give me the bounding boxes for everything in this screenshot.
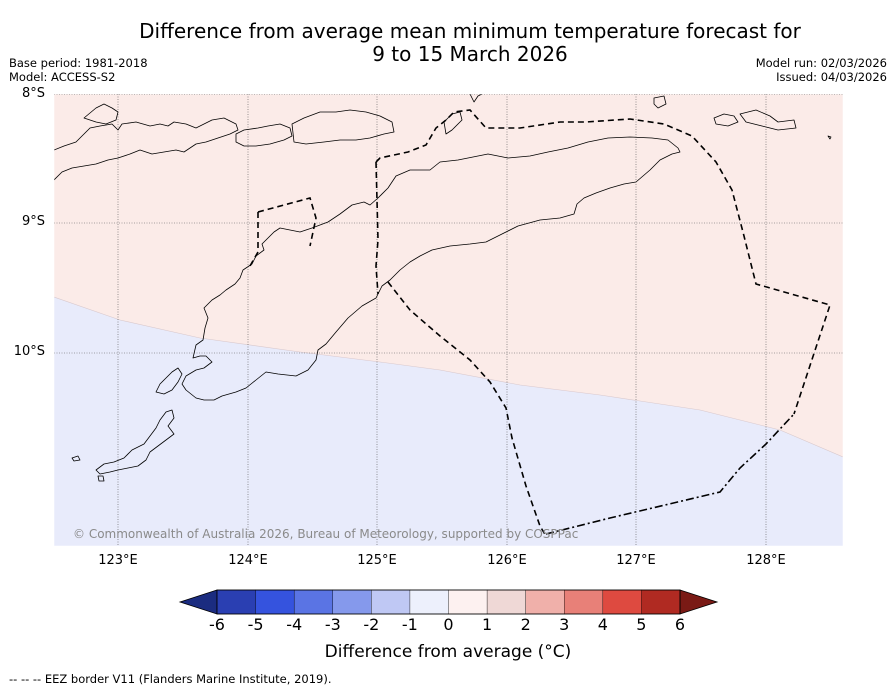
colorbar-label: Difference from average (°C) (324, 642, 572, 662)
moa-coast (739, 109, 797, 131)
map-frame (53, 93, 844, 547)
eez-border-central (375, 161, 379, 295)
anomaly-boundary (54, 296, 843, 458)
colorbar-tick: 5 (636, 615, 647, 634)
leti-coast (713, 113, 739, 127)
colorbar-tick: -3 (324, 615, 341, 634)
title-line-1: Difference from average mean minimum tem… (139, 19, 801, 43)
colorbar-tick: 0 (443, 615, 454, 634)
colorbar-cell (216, 589, 257, 615)
flores-coast (54, 117, 239, 181)
colorbar-tick: 4 (597, 615, 608, 634)
colorbar-tick: 3 (559, 615, 570, 634)
eez-borders (249, 109, 832, 537)
copyright-notice: © Commonwealth of Australia 2026, Bureau… (73, 527, 579, 541)
colorbar-max-extension (679, 589, 719, 615)
colorbar-cells (216, 589, 681, 615)
eez-border-australia (545, 413, 795, 535)
colorbar-cell (255, 589, 295, 615)
colorbar-cell (332, 589, 372, 615)
coastlines (54, 94, 832, 482)
north-islet (469, 94, 483, 103)
colorbar-cell (486, 589, 527, 615)
ndao-islet (71, 455, 81, 462)
eez-border-south (387, 281, 547, 537)
lat-label-8s: 8°S (21, 86, 45, 101)
lat-label-10s: 10°S (13, 344, 45, 359)
graticule (54, 94, 843, 546)
colorbar-tick: 2 (520, 615, 531, 634)
colorbar-tick: -4 (286, 615, 303, 634)
lon-label-124e: 124°E (228, 553, 268, 568)
colorbar-cell (371, 589, 411, 615)
small-islet (97, 475, 105, 482)
kisar-coast (653, 95, 667, 109)
rote-island-coast (95, 409, 175, 475)
meta-left: Base period: 1981-2018 Model: ACCESS-S2 (9, 56, 148, 84)
issued-date: Issued: 04/03/2026 (776, 70, 887, 84)
lakor-islet (827, 135, 832, 140)
map-area (54, 94, 843, 546)
alor-coast (235, 123, 293, 147)
colorbar-frame (216, 589, 681, 615)
timor-island-coast (181, 136, 681, 401)
colorbar-min-extension (178, 589, 218, 615)
colorbar-cell (293, 589, 334, 615)
alor-pantar-coast (83, 103, 119, 125)
lon-label-126e: 126°E (487, 553, 527, 568)
eez-border-oecusse (257, 197, 317, 247)
meta-right: Model run: 02/03/2026 Issued: 04/03/2026 (756, 56, 887, 84)
colorbar-cell (409, 589, 449, 615)
colorbar-tick: -5 (247, 615, 264, 634)
model-run-date: Model run: 02/03/2026 (755, 56, 887, 70)
title-line-2: 9 to 15 March 2026 (372, 42, 568, 66)
colorbar-cell (641, 589, 681, 615)
eez-border-west (249, 212, 259, 267)
colorbar-tick: -6 (209, 615, 225, 634)
colorbar-cell (602, 589, 642, 615)
lon-label-125e: 125°E (357, 553, 397, 568)
colorbar-tick: -1 (401, 615, 418, 634)
lon-label-128e: 128°E (746, 553, 786, 568)
lat-label-9s: 9°S (21, 214, 45, 229)
base-period: Base period: 1981-2018 (9, 56, 148, 70)
model-name: Model: ACCESS-S2 (9, 70, 116, 84)
colorbar-tick: 1 (482, 615, 493, 634)
colorbar-cell (448, 589, 488, 615)
cool-anomaly-region (54, 297, 843, 546)
lon-label-127e: 127°E (616, 553, 656, 568)
colorbar-tick: -2 (363, 615, 380, 634)
wetar-coast (291, 109, 395, 145)
colorbar-tick: 6 (674, 615, 686, 634)
map-title: Difference from average mean minimum tem… (0, 20, 896, 66)
eez-border-north-sea (375, 109, 832, 415)
colorbar (178, 589, 719, 615)
colorbar-cell (525, 589, 565, 615)
rote-semau-coast (155, 367, 183, 395)
eez-legend-note: -- -- -- EEZ border V11 (Flanders Marine… (9, 672, 332, 686)
lon-label-123e: 123°E (98, 553, 138, 568)
colorbar-cell (564, 589, 604, 615)
